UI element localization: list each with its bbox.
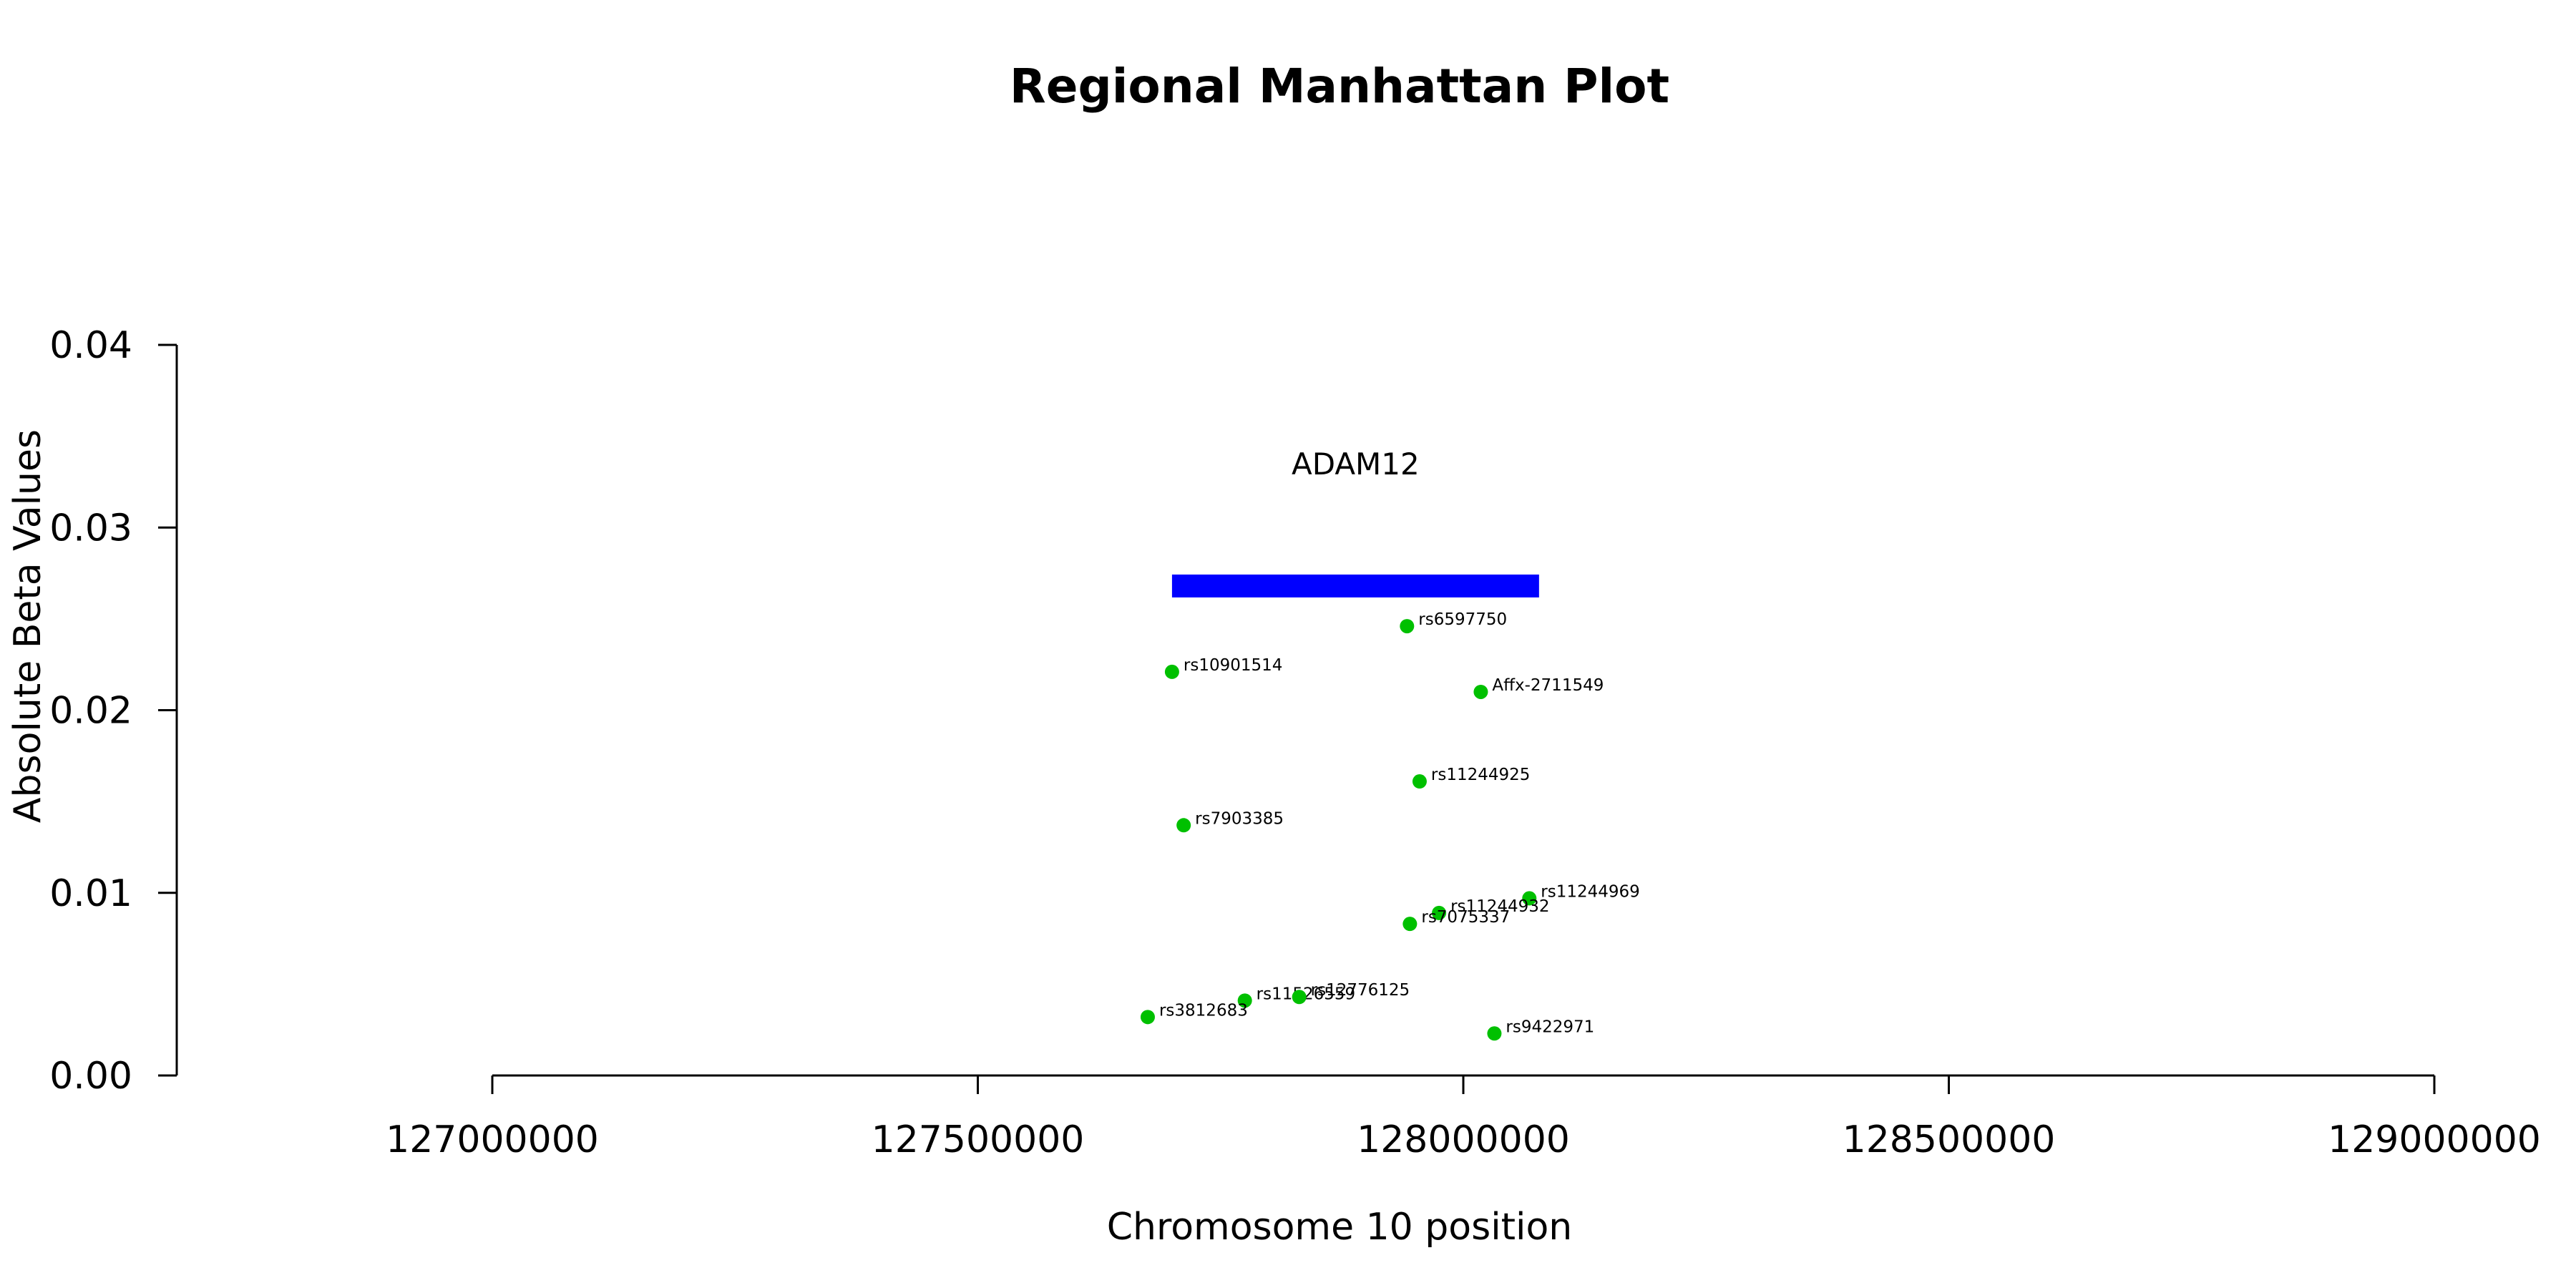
snp-point [1164, 664, 1179, 679]
points-layer: rs6597750 rs10901514 Affx-2711549 rs1124492… [1140, 610, 1640, 1041]
snp-label: rs11244969 [1541, 882, 1640, 901]
x-tick-label: 127000000 [386, 1118, 599, 1161]
snp-point [1432, 905, 1447, 920]
y-tick-label: 0.02 [49, 690, 132, 733]
x-axis-label: Chromosome 10 position [1107, 1206, 1573, 1249]
snp-label: rs7075337 [1421, 908, 1510, 927]
snp-label: rs11244925 [1431, 766, 1531, 784]
y-tick-label: 0.01 [49, 872, 132, 915]
chart-title: Regional Manhattan Plot [1010, 59, 1669, 114]
y-tick-label: 0.00 [49, 1055, 132, 1098]
snp-label: rs10901514 [1184, 656, 1283, 675]
y-tick-label: 0.04 [49, 324, 132, 367]
x-tick-label: 128000000 [1357, 1118, 1570, 1161]
y-axis-label: Absolute Beta Values [6, 429, 49, 823]
snp-point [1237, 993, 1252, 1008]
snp-label: rs9422971 [1506, 1018, 1594, 1036]
snp-label: rs7903385 [1195, 809, 1284, 828]
gene-label: ADAM12 [1292, 447, 1420, 482]
snp-point [1140, 1010, 1155, 1025]
y-axis: 0.00 0.01 0.02 0.03 0.04 [49, 324, 178, 1098]
snp-label: Affx-2711549 [1492, 676, 1604, 695]
snp-point [1473, 684, 1488, 699]
x-axis: 127000000 127500000 128000000 128500000 1290… [386, 1074, 2541, 1161]
gene-layer: ADAM12 [1171, 447, 1539, 597]
snp-label: rs12776125 [1311, 981, 1410, 1000]
y-tick-label: 0.03 [49, 507, 132, 550]
snp-label: rs11244932 [1450, 897, 1550, 916]
snp-point [1402, 917, 1418, 932]
snp-label: rs3812683 [1159, 1001, 1248, 1020]
x-tick-label: 127500000 [872, 1118, 1085, 1161]
snp-point [1292, 990, 1307, 1005]
x-tick-label: 129000000 [2328, 1118, 2541, 1161]
snp-label: rs6597750 [1418, 610, 1507, 629]
x-tick-label: 128500000 [1843, 1118, 2056, 1161]
gene-bar-adam12 [1171, 574, 1539, 597]
snp-point [1487, 1026, 1502, 1041]
snp-label: rs11526559 [1257, 985, 1356, 1003]
snp-point [1522, 891, 1537, 906]
snp-point [1176, 818, 1191, 833]
snp-point [1400, 619, 1415, 634]
snp-point [1412, 774, 1427, 789]
